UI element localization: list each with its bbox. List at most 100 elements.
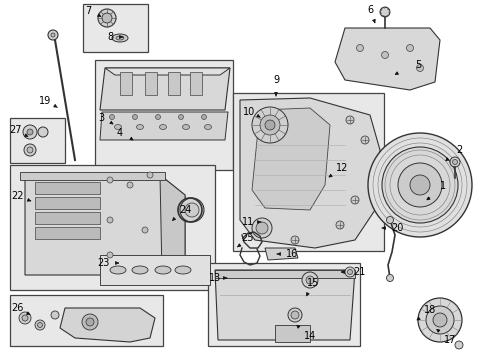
Text: 21: 21 <box>352 267 365 277</box>
Polygon shape <box>25 175 184 275</box>
Bar <box>100 255 209 285</box>
Text: 4: 4 <box>117 128 123 138</box>
Text: 19: 19 <box>39 96 51 106</box>
Circle shape <box>409 175 429 195</box>
Bar <box>95 60 232 170</box>
Circle shape <box>86 318 94 326</box>
Circle shape <box>416 64 423 72</box>
Polygon shape <box>100 112 227 140</box>
Ellipse shape <box>110 266 126 274</box>
Circle shape <box>35 320 45 330</box>
Circle shape <box>350 196 358 204</box>
Text: 3: 3 <box>98 113 104 123</box>
Circle shape <box>367 133 471 237</box>
Text: 16: 16 <box>285 249 298 259</box>
Circle shape <box>19 312 31 324</box>
Circle shape <box>51 33 55 37</box>
Circle shape <box>406 45 413 51</box>
Bar <box>10 165 215 290</box>
Circle shape <box>417 298 461 342</box>
Circle shape <box>425 306 453 334</box>
Text: 24: 24 <box>179 205 191 215</box>
Circle shape <box>182 202 198 218</box>
Text: 22: 22 <box>11 191 23 201</box>
Text: 9: 9 <box>272 75 279 85</box>
Text: 11: 11 <box>242 217 254 227</box>
Bar <box>20 172 164 180</box>
Text: 7: 7 <box>85 6 91 16</box>
Circle shape <box>27 147 33 153</box>
Ellipse shape <box>182 125 189 130</box>
Circle shape <box>345 267 354 277</box>
Text: 23: 23 <box>97 258 109 268</box>
Bar <box>35 182 100 194</box>
Circle shape <box>201 114 206 120</box>
Text: 27: 27 <box>9 125 21 135</box>
Ellipse shape <box>136 125 143 130</box>
Circle shape <box>142 227 148 233</box>
Bar <box>207 263 359 346</box>
Circle shape <box>102 13 112 23</box>
Circle shape <box>432 313 446 327</box>
Circle shape <box>107 177 113 183</box>
Circle shape <box>51 311 59 319</box>
Text: 1: 1 <box>439 181 445 191</box>
Polygon shape <box>105 68 229 75</box>
Bar <box>10 295 163 346</box>
Polygon shape <box>100 68 229 110</box>
Bar <box>35 227 100 239</box>
Text: 14: 14 <box>303 331 315 341</box>
Circle shape <box>22 315 28 321</box>
Polygon shape <box>264 248 297 260</box>
Polygon shape <box>60 308 155 342</box>
Circle shape <box>27 129 33 135</box>
Circle shape <box>107 252 113 258</box>
Bar <box>83 4 148 52</box>
Circle shape <box>251 107 287 143</box>
Ellipse shape <box>112 34 128 42</box>
Text: 12: 12 <box>335 163 347 173</box>
Bar <box>274 325 309 342</box>
Circle shape <box>449 157 459 167</box>
Bar <box>190 72 202 95</box>
Circle shape <box>24 144 36 156</box>
Text: 8: 8 <box>107 32 113 42</box>
Circle shape <box>48 30 58 40</box>
Circle shape <box>155 114 160 120</box>
Text: 13: 13 <box>208 273 221 283</box>
Bar <box>120 72 132 95</box>
Circle shape <box>184 203 199 217</box>
Ellipse shape <box>114 125 121 130</box>
Ellipse shape <box>175 266 191 274</box>
Bar <box>215 270 354 278</box>
Ellipse shape <box>116 36 124 40</box>
Circle shape <box>454 341 462 349</box>
Circle shape <box>397 163 441 207</box>
Bar <box>232 93 383 251</box>
Circle shape <box>305 276 313 284</box>
Ellipse shape <box>204 125 211 130</box>
Circle shape <box>98 9 116 27</box>
Circle shape <box>23 125 37 139</box>
Bar <box>35 197 100 209</box>
Polygon shape <box>215 270 354 340</box>
Circle shape <box>379 7 389 17</box>
Text: 25: 25 <box>241 233 254 243</box>
Text: 2: 2 <box>455 145 461 155</box>
Text: 17: 17 <box>443 335 455 345</box>
Text: 15: 15 <box>306 278 319 288</box>
Circle shape <box>180 198 203 222</box>
Circle shape <box>107 217 113 223</box>
Ellipse shape <box>132 266 148 274</box>
Circle shape <box>260 115 280 135</box>
Circle shape <box>347 270 352 274</box>
Polygon shape <box>334 28 439 90</box>
Circle shape <box>147 172 153 178</box>
Circle shape <box>302 272 317 288</box>
Bar <box>10 118 65 163</box>
Polygon shape <box>251 108 329 210</box>
Circle shape <box>290 311 298 319</box>
Circle shape <box>38 323 42 328</box>
Bar <box>145 72 157 95</box>
Circle shape <box>386 216 393 224</box>
